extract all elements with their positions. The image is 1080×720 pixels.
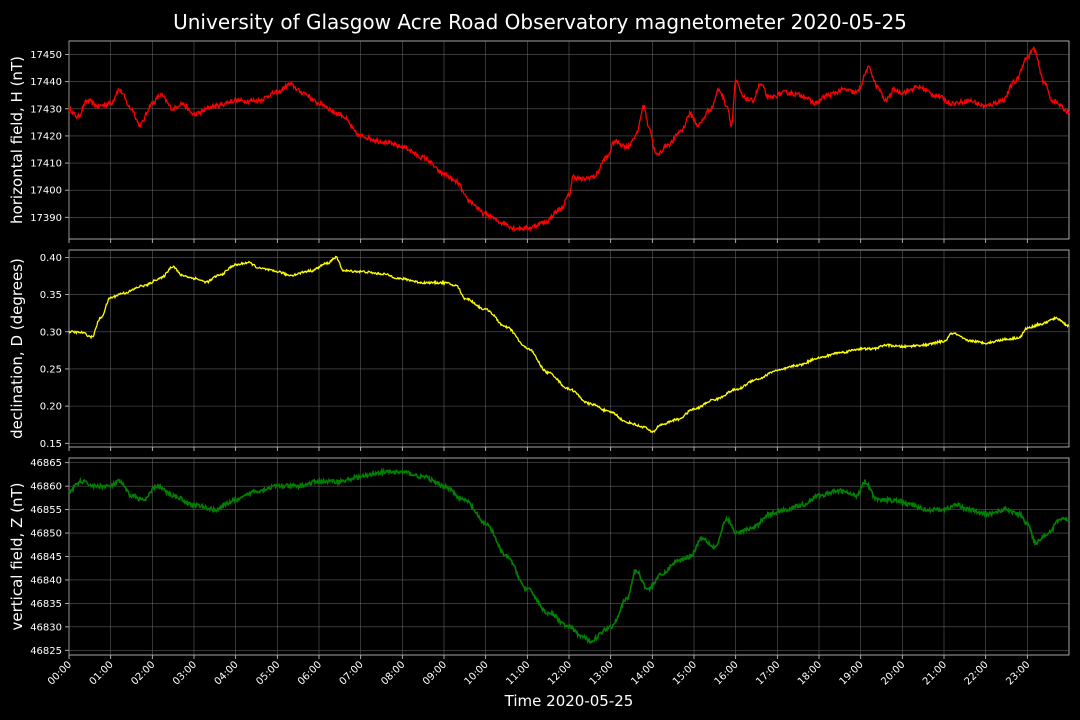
y-tick-label: 0.40	[40, 253, 62, 264]
x-tick-label: 19:00	[838, 659, 866, 687]
series-line-H	[68, 46, 1070, 233]
x-tick-label: 05:00	[254, 659, 282, 687]
y-tick-label: 46850	[30, 529, 62, 540]
y-tick-label: 46860	[30, 482, 62, 493]
x-tick-label: 15:00	[671, 659, 699, 687]
x-tick-label: 22:00	[963, 659, 991, 687]
x-tick-label: 01:00	[88, 659, 116, 687]
y-tick-label: 17450	[30, 50, 62, 61]
y-tick-label: 46835	[30, 599, 62, 610]
x-tick-labels: 00:00 01:00 02:00 03:00 04:00 05:00 06:00 07:00…	[46, 659, 1032, 687]
y-tick-label: 17440	[30, 77, 62, 88]
y-axis-label: declination, D (degrees)	[8, 258, 26, 439]
x-tick-label: 09:00	[421, 659, 449, 687]
y-tick-label: 46840	[30, 575, 62, 586]
series-line-Z	[68, 467, 1070, 645]
y-tick-label: 17420	[30, 131, 62, 142]
y-tick-label: 0.30	[40, 327, 62, 338]
panel-H: 17390 17400 17410 17420 17430 17440 17450 horiz…	[8, 40, 1070, 243]
x-tick-label: 03:00	[171, 659, 199, 687]
y-tick-label: 0.25	[40, 364, 62, 375]
y-tick-label: 46865	[30, 458, 62, 469]
series-line-D	[68, 255, 1070, 434]
y-tick-label: 17410	[30, 159, 62, 170]
x-tick-label: 11:00	[504, 659, 532, 687]
y-tick-label: 17390	[30, 213, 62, 224]
x-tick-label: 04:00	[213, 659, 241, 687]
x-tick-label: 13:00	[588, 659, 616, 687]
x-tick-label: 06:00	[296, 659, 324, 687]
panel-D: 0.15 0.20 0.25 0.30 0.35 0.40 declination, D (…	[8, 249, 1070, 451]
y-tick-label: 46845	[30, 552, 62, 563]
y-tick-label: 0.35	[40, 290, 62, 301]
x-axis-label: Time 2020-05-25	[504, 692, 634, 710]
x-tick-label: 23:00	[1004, 659, 1032, 687]
y-tick-label: 46825	[30, 646, 62, 657]
x-tick-label: 02:00	[129, 659, 157, 687]
y-tick-label: 0.20	[40, 402, 62, 413]
y-tick-label: 0.15	[40, 439, 62, 450]
x-tick-label: 10:00	[463, 659, 491, 687]
x-tick-label: 17:00	[754, 659, 782, 687]
y-tick-label: 46855	[30, 505, 62, 516]
y-axis-label: horizontal field, H (nT)	[8, 56, 26, 224]
y-tick-label: 46830	[30, 622, 62, 633]
panel-Z: 46825 46830 46835 46840 46845 46850 46855 46860…	[8, 457, 1070, 659]
chart-title: University of Glasgow Acre Road Observat…	[173, 10, 907, 34]
y-axis-label: vertical field, Z (nT)	[8, 482, 26, 630]
y-tick-label: 17430	[30, 104, 62, 115]
x-tick-label: 08:00	[379, 659, 407, 687]
x-tick-label: 00:00	[46, 659, 74, 687]
x-tick-label: 18:00	[796, 659, 824, 687]
x-tick-label: 12:00	[546, 659, 574, 687]
x-tick-label: 20:00	[879, 659, 907, 687]
x-tick-label: 21:00	[921, 659, 949, 687]
x-tick-label: 16:00	[713, 659, 741, 687]
y-tick-label: 17400	[30, 186, 62, 197]
x-tick-label: 14:00	[629, 659, 657, 687]
x-tick-label: 07:00	[338, 659, 366, 687]
